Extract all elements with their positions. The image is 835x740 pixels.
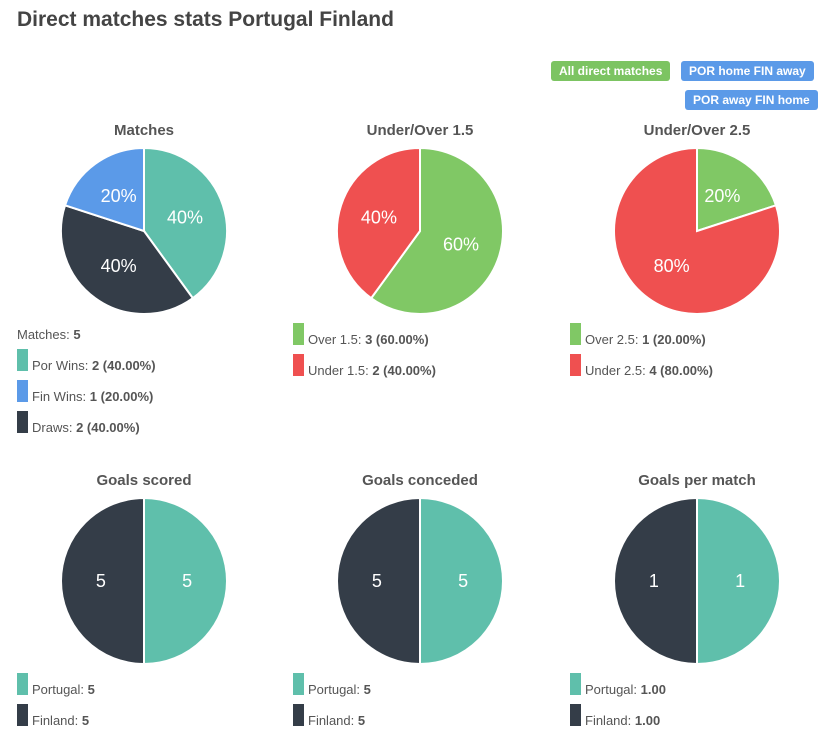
legend-swatch xyxy=(17,349,28,371)
data-label: 20% xyxy=(101,186,137,206)
data-label: 60% xyxy=(443,234,479,254)
legend-swatch xyxy=(570,323,581,345)
legend-label: Portugal: 1.00 xyxy=(585,682,666,697)
legend-label: Over 1.5: 3 (60.00%) xyxy=(308,332,429,347)
legend-swatch xyxy=(570,704,581,726)
page-title: Direct matches stats Portugal Finland xyxy=(17,8,394,31)
por-home-fin-away-button[interactable]: POR home FIN away xyxy=(681,61,814,81)
pie-slice-over-2-5[interactable] xyxy=(696,146,778,233)
legend-swatch xyxy=(17,411,28,433)
data-label: 1 xyxy=(649,571,659,591)
legend-swatch xyxy=(17,380,28,402)
legend-swatch xyxy=(293,673,304,695)
chart-title: Goals scored xyxy=(96,472,192,489)
legend-label: Portugal: 5 xyxy=(308,682,371,697)
data-label: 5 xyxy=(96,571,106,591)
legend-label: Portugal: 5 xyxy=(32,682,95,697)
legend-item-por-wins[interactable]: Por Wins: 2 (40.00%) xyxy=(17,349,156,380)
pie-slice-draws[interactable] xyxy=(60,204,195,315)
data-label: 40% xyxy=(101,256,137,276)
pie-slice-finland[interactable] xyxy=(60,496,145,666)
pie-slice-finland[interactable] xyxy=(613,496,698,666)
pie-chart-under-over-2-5: 20% 80% xyxy=(613,146,781,315)
legend-label: Under 2.5: 4 (80.00%) xyxy=(585,363,713,378)
pie-slice-portugal[interactable] xyxy=(419,496,504,666)
por-away-fin-home-button[interactable]: POR away FIN home xyxy=(685,90,818,110)
legend-swatch xyxy=(17,704,28,726)
pie-chart-goals-conceded: 55 xyxy=(336,496,504,666)
legend-swatch xyxy=(293,704,304,726)
matches-summary: Matches: 5 xyxy=(17,327,81,342)
chart-title: Under/Over 1.5 xyxy=(366,122,474,139)
all-direct-matches-button[interactable]: All direct matches xyxy=(551,61,671,81)
legend-swatch xyxy=(17,673,28,695)
legend: Matches: 5 Por Wins: 2 (40.00%) Fin Wins: … xyxy=(17,327,156,442)
data-label: 40% xyxy=(361,208,397,228)
legend-label: Finland: 5 xyxy=(308,713,366,728)
legend-item-draws[interactable]: Draws: 2 (40.00%) xyxy=(17,411,140,442)
data-label: 40% xyxy=(167,208,203,228)
pie-slice-over-1-5[interactable] xyxy=(369,146,504,315)
data-label: 5 xyxy=(458,571,468,591)
data-label: 1 xyxy=(735,571,745,591)
legend-label: Draws: 2 (40.00%) xyxy=(32,420,140,435)
data-label: 5 xyxy=(372,571,382,591)
legend-item-fin-wins[interactable]: Fin Wins: 1 (20.00%) xyxy=(17,380,153,411)
pie-slice-under-2-5[interactable] xyxy=(613,146,781,315)
legend-swatch xyxy=(570,673,581,695)
pie-slice-portugal[interactable] xyxy=(696,496,781,666)
pie-slice-finland[interactable] xyxy=(336,496,421,666)
pie-slice-fin-wins[interactable] xyxy=(63,146,145,233)
pie-chart-under-over-1-5: 60% 40% xyxy=(336,146,504,315)
pie-chart-matches: 40% 40% 20% xyxy=(60,146,228,315)
data-label: 80% xyxy=(654,256,690,276)
legend-label: Finland: 5 xyxy=(32,713,90,728)
legend-label: Finland: 1.00 xyxy=(585,713,661,728)
legend-label: Over 2.5: 1 (20.00%) xyxy=(585,332,706,347)
chart-title: Goals conceded xyxy=(362,472,478,489)
legend-swatch xyxy=(293,354,304,376)
pie-slice-under-1-5[interactable] xyxy=(336,146,421,300)
legend-label: Fin Wins: 1 (20.00%) xyxy=(32,389,154,404)
legend-swatch xyxy=(293,323,304,345)
pie-slice-por-wins[interactable] xyxy=(143,146,228,300)
legend-swatch xyxy=(570,354,581,376)
pie-chart-goals-per-match: 11 xyxy=(613,496,781,666)
chart-title: Goals per match xyxy=(638,472,756,489)
pie-slice-portugal[interactable] xyxy=(143,496,228,666)
data-label: 20% xyxy=(704,186,740,206)
chart-title: Matches xyxy=(113,122,175,139)
legend-label: Under 1.5: 2 (40.00%) xyxy=(308,363,436,378)
chart-title: Under/Over 2.5 xyxy=(643,122,751,139)
legend-label: Por Wins: 2 (40.00%) xyxy=(32,358,156,373)
pie-chart-goals-scored: 55 xyxy=(60,496,228,666)
data-label: 5 xyxy=(182,571,192,591)
